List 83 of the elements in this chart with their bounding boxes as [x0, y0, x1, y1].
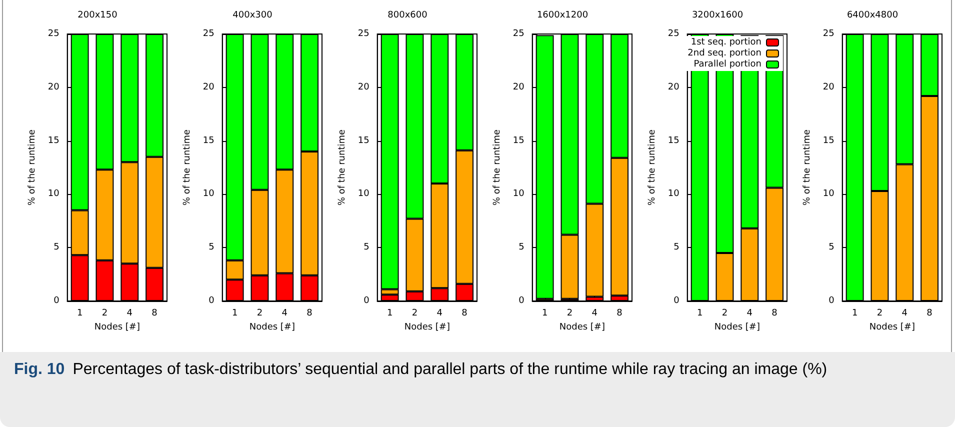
x-tick-label: 1 [696, 308, 703, 318]
y-tick-label: 15 [202, 136, 214, 146]
legend-label: Parallel portion [694, 60, 762, 70]
x-axis-title: Nodes [#] [404, 322, 450, 332]
chart-title: 200x150 [78, 10, 118, 20]
x-tick-label: 4 [746, 308, 753, 318]
y-tick-label: 5 [828, 242, 834, 253]
y-tick-label: 25 [822, 29, 834, 39]
x-tick-label: 8 [616, 308, 623, 318]
x-tick-label: 8 [152, 308, 158, 318]
y-axis-title: % of the runtime [28, 129, 38, 206]
y-tick-label: 5 [208, 242, 214, 253]
x-tick-label: 2 [722, 308, 728, 318]
x-tick-label: 8 [926, 308, 933, 318]
y-tick-label: 10 [512, 189, 525, 200]
y-tick-label: 0 [518, 296, 525, 306]
y-tick-label: 0 [54, 296, 60, 306]
y-tick-label: 20 [202, 82, 215, 92]
legend-label: 2nd seq. portion [688, 48, 762, 58]
y-tick-label: 20 [822, 82, 835, 92]
y-tick-label: 5 [364, 242, 370, 253]
y-tick-label: 15 [48, 136, 60, 146]
y-tick-label: 10 [822, 189, 835, 200]
x-tick-label: 8 [306, 308, 313, 318]
y-axis-title: % of the runtime [338, 129, 348, 206]
y-tick-label: 15 [822, 136, 834, 146]
y-tick-label: 10 [358, 189, 370, 200]
y-tick-label: 25 [512, 29, 524, 39]
x-axis-title: Nodes [#] [869, 322, 915, 332]
chart-title: 3200x1600 [692, 10, 744, 20]
text: Percentages of task-distributors’ sequential and parallel parts of the runtime while ray tracing an image (%) [72, 361, 828, 378]
y-tick-label: 15 [668, 136, 680, 146]
y-tick-label: 25 [202, 29, 214, 39]
y-tick-label: 0 [674, 296, 680, 306]
x-axis-title: Nodes [#] [249, 322, 295, 332]
y-axis-title: % of the runtime [648, 129, 658, 206]
y-tick-label: 0 [364, 296, 370, 306]
x-tick-label: 2 [566, 308, 573, 318]
y-tick-label: 0 [208, 296, 215, 306]
x-tick-label: 8 [772, 308, 778, 318]
x-tick-label: 4 [282, 308, 288, 318]
chart-title: 1600x1200 [536, 10, 588, 20]
x-tick-label: 2 [256, 308, 263, 318]
x-tick-label: 2 [876, 308, 883, 318]
x-tick-label: 4 [902, 308, 908, 318]
caption: Fig. 10 [14, 361, 65, 378]
y-tick-label: 5 [518, 242, 524, 253]
y-tick-label: 10 [202, 189, 215, 200]
y-tick-label: 20 [358, 82, 370, 92]
y-tick-label: 25 [668, 29, 680, 39]
x-tick-label: 2 [412, 308, 418, 318]
x-axis-title: Nodes [#] [714, 322, 760, 332]
x-axis-title: Nodes [#] [94, 322, 140, 332]
legend-label: 1st seq. portion [690, 38, 762, 48]
x-tick-label: 8 [462, 308, 468, 318]
y-axis-title: % of the runtime [182, 129, 192, 206]
y-tick-label: 15 [358, 136, 370, 146]
x-tick-label: 1 [386, 308, 393, 318]
y-tick-label: 0 [828, 296, 835, 306]
y-tick-label: 15 [512, 136, 524, 146]
x-tick-label: 1 [852, 308, 858, 318]
x-tick-label: 4 [592, 308, 598, 318]
x-tick-label: 4 [436, 308, 443, 318]
y-tick-label: 10 [668, 189, 680, 200]
x-axis-title: Nodes [#] [559, 322, 605, 332]
y-axis-title: % of the runtime [802, 129, 812, 206]
y-tick-label: 20 [512, 82, 525, 92]
x-tick-label: 4 [126, 308, 133, 318]
y-tick-label: 20 [668, 82, 680, 92]
chart-title: 400x300 [232, 10, 273, 20]
y-axis-title: % of the runtime [492, 129, 502, 206]
x-tick-label: 1 [232, 308, 238, 318]
x-tick-label: 1 [542, 308, 548, 318]
y-tick-label: 20 [48, 82, 60, 92]
x-tick-label: 2 [102, 308, 108, 318]
y-tick-label: 5 [54, 242, 60, 253]
x-tick-label: 1 [76, 308, 83, 318]
chart-title: 800x600 [388, 10, 428, 20]
y-tick-label: 25 [358, 29, 370, 39]
y-tick-label: 5 [674, 242, 680, 253]
y-tick-label: 25 [48, 29, 60, 39]
y-tick-label: 10 [48, 189, 60, 200]
chart-title: 6400x4800 [846, 10, 898, 20]
